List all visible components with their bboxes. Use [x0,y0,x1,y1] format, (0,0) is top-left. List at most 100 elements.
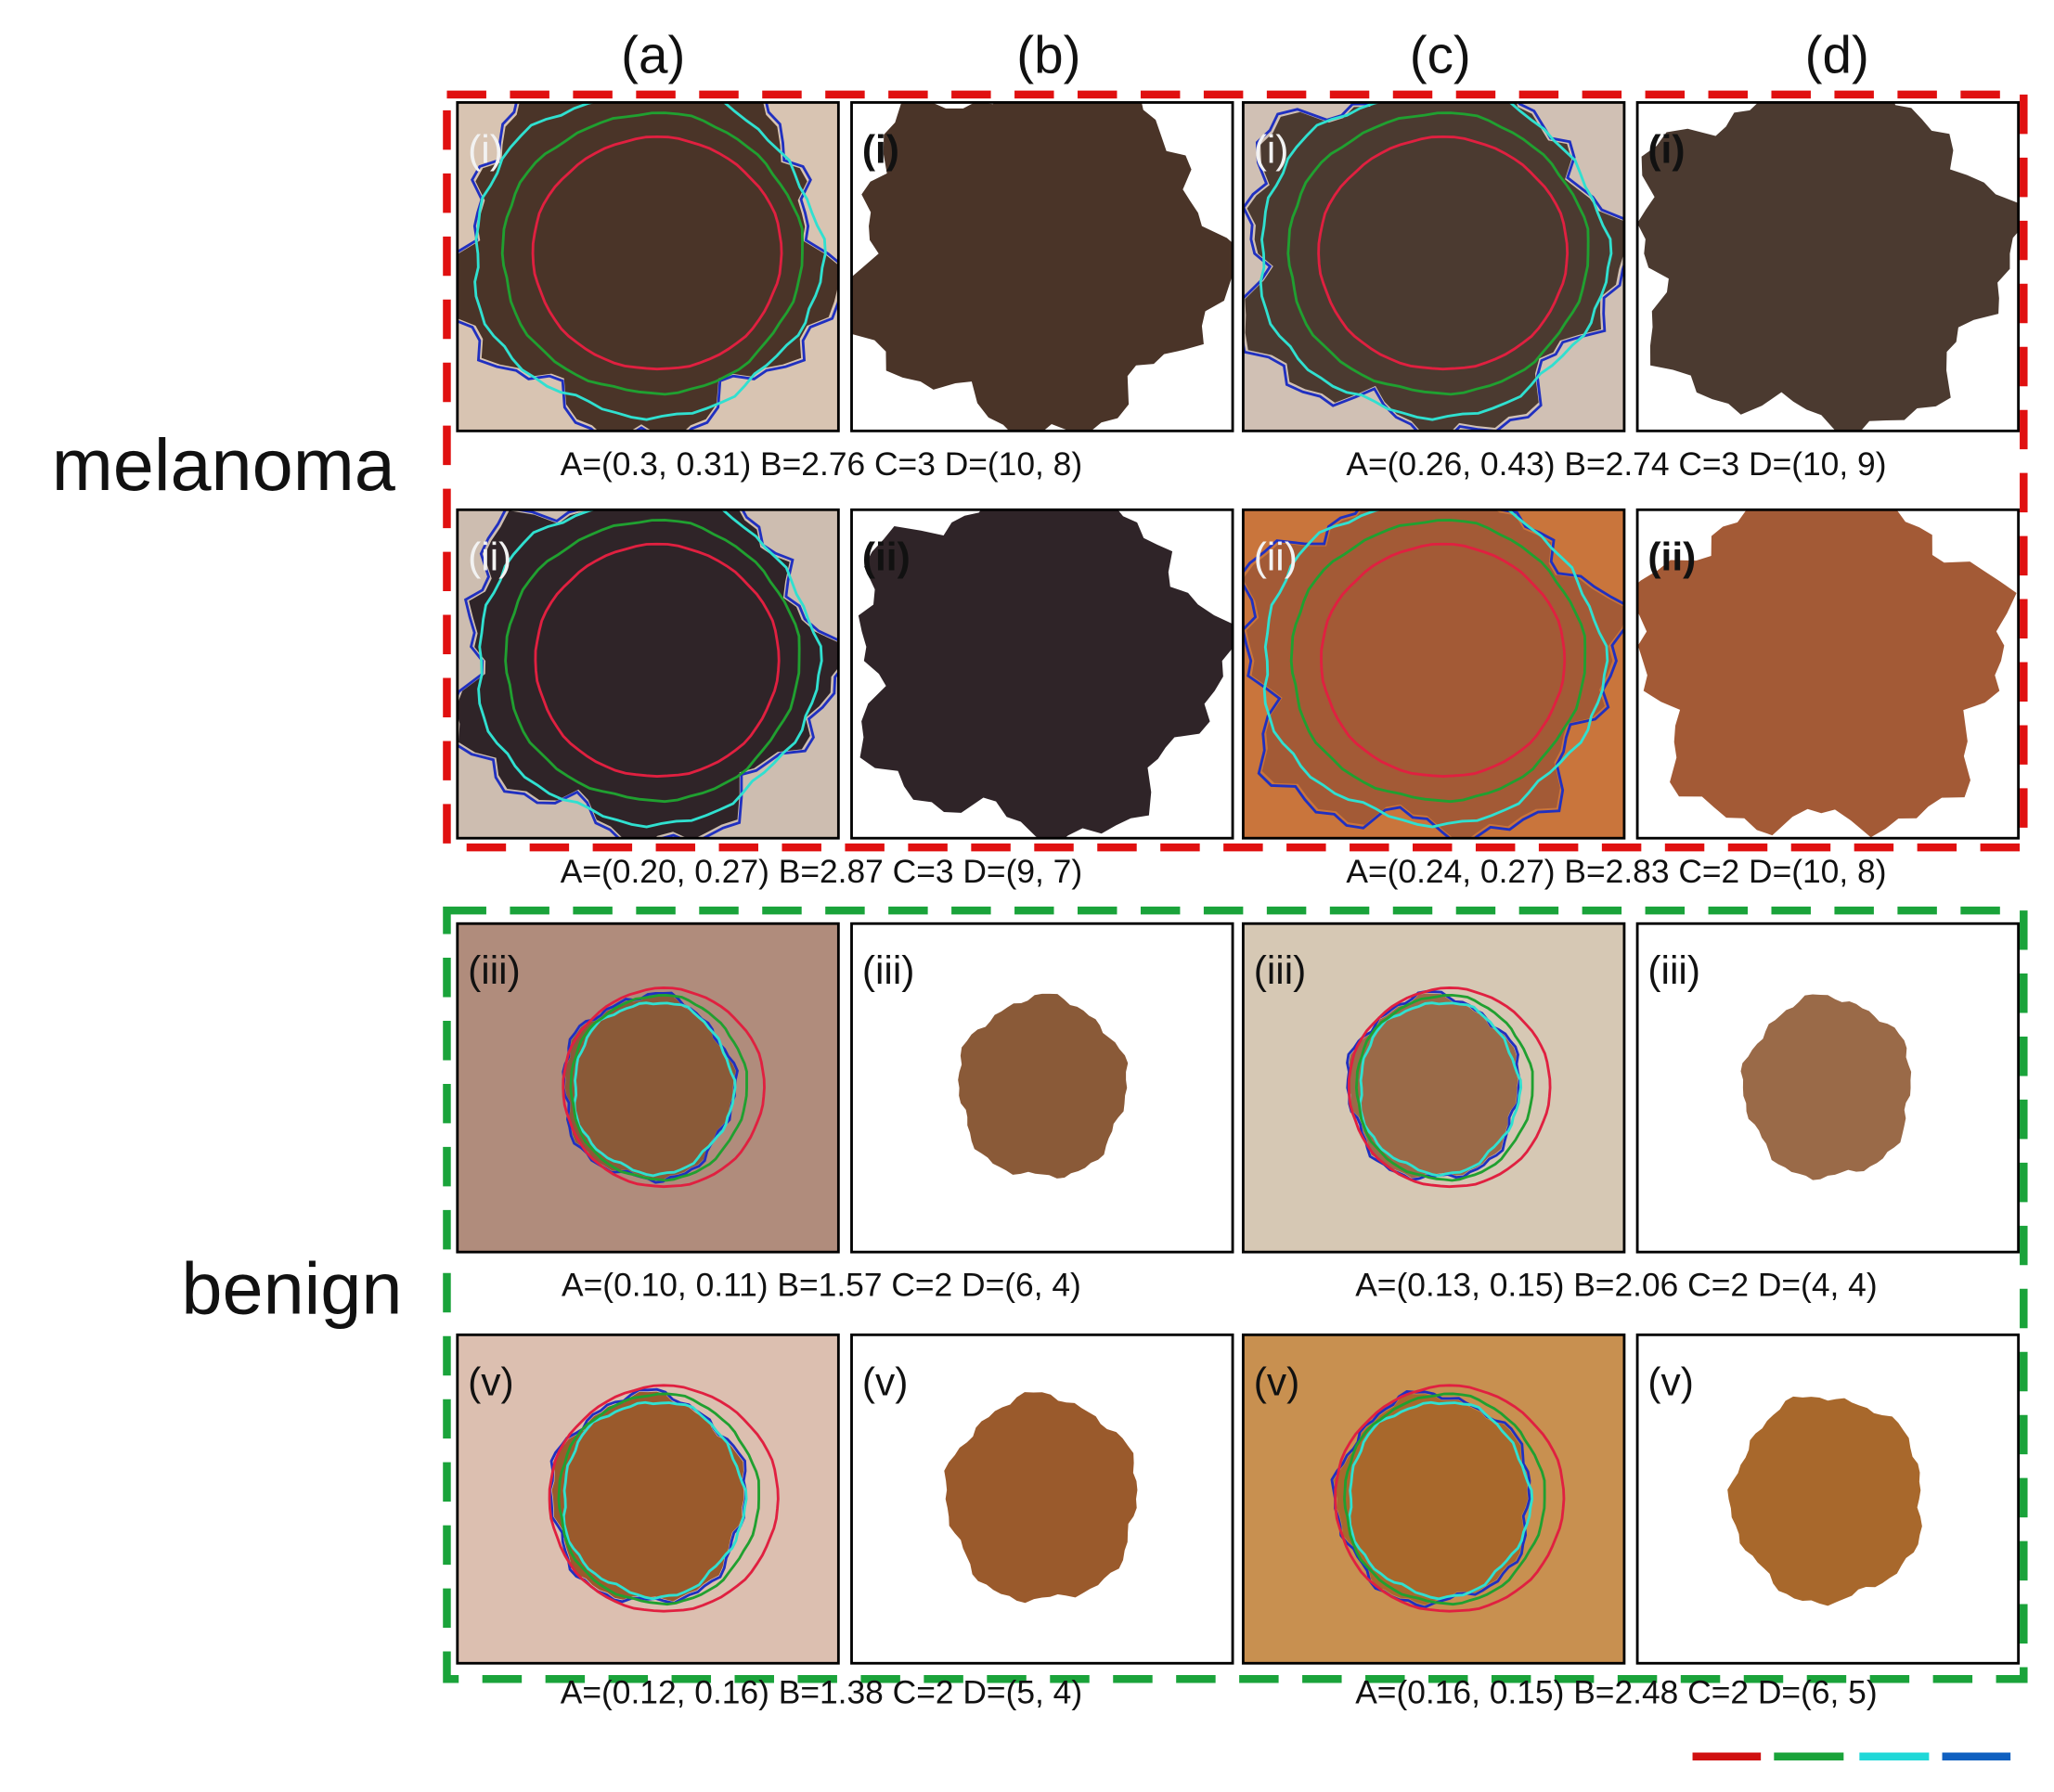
contour [548,1384,780,1613]
panel-border [1635,922,2021,1254]
panel-border [456,1333,840,1665]
panel-border [456,508,840,840]
panel [1243,923,1624,1253]
panel-label: (v) [468,1360,514,1403]
panel-label: (ii) [468,535,511,578]
panel-label: (iii) [468,948,521,992]
lesion [858,509,1234,839]
lesion [1637,102,2019,432]
lesion [1727,1396,1922,1606]
panel-label: (ii) [862,535,911,578]
lesion [1243,509,1624,839]
caption: A=(0.13, 0.15) B=2.06 C=2 D=(4, 4) [1355,1268,1877,1304]
panel-label: (i) [1254,127,1289,171]
panel-label: (v) [862,1360,909,1403]
contour [1343,1392,1546,1606]
panel-border [1635,508,2021,840]
lesion [1245,102,1624,432]
caption: A=(0.26, 0.43) B=2.74 C=3 D=(10, 9) [1346,446,1886,483]
lesion [958,993,1129,1179]
contour [569,993,748,1182]
contour [573,1001,737,1178]
panel-label: (iii) [1254,948,1307,992]
panel [457,1334,839,1664]
panel-label: (i) [468,127,503,171]
lesion [1637,509,2017,838]
panel-border [850,101,1234,432]
panel-border [1241,508,1626,840]
panel-border [456,922,840,1254]
contour [504,519,801,804]
contour [1348,1400,1534,1601]
contour [1359,1001,1523,1178]
contour [534,542,781,778]
lesion [564,995,736,1181]
panel-border [850,508,1234,840]
lesion [1349,993,1518,1179]
contour [531,135,783,371]
contour [562,1400,748,1601]
caption: A=(0.3, 0.31) B=2.76 C=3 D=(10, 8) [561,446,1082,483]
panel [457,923,839,1253]
panel [1243,102,1624,432]
contour [1259,102,1613,421]
panel [1637,509,2019,839]
contour [1347,986,1552,1189]
caption: A=(0.12, 0.16) B=1.38 C=2 D=(5, 4) [561,1675,1082,1711]
panel-border [1635,101,2021,432]
contour [1354,993,1534,1182]
contour [562,986,766,1189]
panel [1637,923,2019,1253]
contour [1317,135,1570,371]
panel [1637,102,2019,432]
contour [473,102,827,421]
contour [1289,519,1587,804]
contour [1243,509,1624,839]
panel-label: (i) [862,127,899,171]
lesion [944,1392,1138,1604]
panel-border [850,1333,1234,1665]
lesion [457,102,839,432]
benign-frame [443,906,2028,1683]
contour [477,509,823,829]
panel-border [1241,922,1626,1254]
contour [1243,102,1624,432]
contour [1262,509,1609,829]
panel-label: (v) [1254,1360,1300,1403]
contour [557,1392,760,1606]
melanoma-frame [443,90,2028,852]
panel [851,509,1234,839]
contour [457,102,839,432]
panel-label: (i) [1647,127,1685,171]
lesion [1334,1393,1529,1605]
panel [851,923,1234,1253]
lesion [1740,994,1912,1180]
panel [851,1334,1234,1664]
panel [457,102,839,432]
contour [500,111,804,396]
caption: A=(0.24, 0.27) B=2.83 C=2 D=(10, 8) [1346,854,1886,890]
column-header: (a) [621,26,685,84]
panel-border [456,101,840,432]
caption: A=(0.16, 0.15) B=2.48 C=2 D=(6, 5) [1355,1675,1877,1711]
group-label: benign [181,1246,402,1329]
panel-label: (ii) [1254,535,1298,578]
lesion [551,1391,744,1602]
column-header: (c) [1410,26,1471,84]
panel [457,509,839,839]
panel-border [1635,1333,2021,1665]
contour [1286,111,1590,396]
panel [851,102,1234,432]
column-header: (b) [1016,26,1080,84]
lesion [851,102,1234,432]
panel-border [850,922,1234,1254]
panel [1637,1334,2019,1664]
panel-label: (v) [1647,1360,1694,1403]
caption: A=(0.20, 0.27) B=2.87 C=3 D=(9, 7) [561,854,1082,890]
panel-label: (ii) [1647,535,1696,578]
panel-label: (iii) [1647,948,1700,992]
panel-label: (iii) [862,948,915,992]
column-header: (d) [1805,26,1869,84]
caption: A=(0.10, 0.11) B=1.57 C=2 D=(6, 4) [562,1268,1081,1304]
